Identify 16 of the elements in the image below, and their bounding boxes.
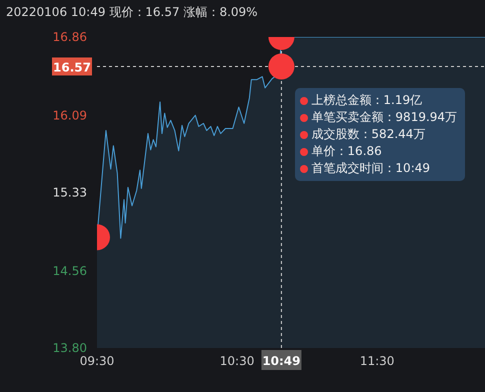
y-tick-label: 13.80 xyxy=(52,341,87,355)
annotation: 成交股数：582.44万 xyxy=(311,126,426,144)
annotation: 首笔成交时间：10:49 xyxy=(311,160,430,178)
y-tick-label: 14.56 xyxy=(52,264,87,278)
x-tick-label: 10:49 xyxy=(262,354,301,368)
annotation: 上榜总金额：1.19亿 xyxy=(311,92,422,110)
y-tick-label: 15.33 xyxy=(52,186,87,200)
x-tick-label: 09:30 xyxy=(80,354,114,368)
y-tick-label: 16.86 xyxy=(52,30,87,44)
x-tick-label: 10:30 xyxy=(220,354,254,368)
annotation: 单笔买卖金额：9819.94万 xyxy=(311,109,458,126)
ref-line-label: 16.57 xyxy=(53,60,91,74)
y-tick-label: 16.09 xyxy=(52,108,87,122)
x-tick-label: 11:30 xyxy=(360,354,394,368)
annotation: 单价：16.86 xyxy=(311,143,382,160)
chart-title: 20220106 10:49 现价：16.57 涨幅：8.09% xyxy=(6,4,258,21)
